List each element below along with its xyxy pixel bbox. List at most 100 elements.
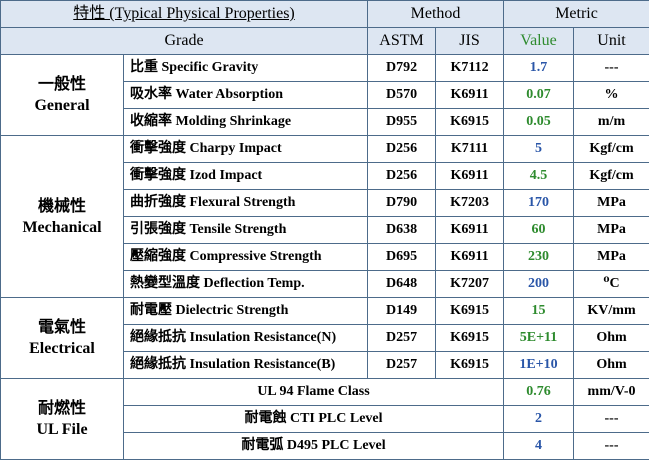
jis-code: K6911 xyxy=(435,162,505,190)
property-name: 衝擊強度 Izod Impact xyxy=(122,162,369,190)
jis-code: K7207 xyxy=(435,270,505,298)
table-row: 壓縮強度 Compressive Strength D695 K6911 230… xyxy=(1,243,649,271)
property-unit: Ohm xyxy=(573,351,649,379)
property-unit: KV/mm xyxy=(573,297,649,325)
property-name: 衝擊強度 Charpy Impact xyxy=(122,135,369,163)
method-header: Method xyxy=(367,0,505,28)
header-row-1: 特性 (Typical Physical Properties) Method … xyxy=(0,0,649,28)
ul-property-name: 耐電弧 D495 PLC Level xyxy=(122,432,505,460)
table-row: 一般性 General 比重 Specific Gravity D792 K71… xyxy=(0,54,649,136)
property-name: 耐電壓 Dielectric Strength xyxy=(122,297,369,325)
table-title-cell: 特性 (Typical Physical Properties) xyxy=(0,0,369,28)
property-name: 比重 Specific Gravity xyxy=(122,54,369,82)
astm-code: D570 xyxy=(367,81,437,109)
table-row: 絕緣抵抗 Insulation Resistance(B) D257 K6915… xyxy=(1,351,649,379)
property-name: 絕緣抵抗 Insulation Resistance(N) xyxy=(122,324,369,352)
jis-code: K7203 xyxy=(435,189,505,217)
group-general-zh: 一般性 xyxy=(37,76,86,93)
property-value: 0.07 xyxy=(503,81,575,109)
astm-code: D638 xyxy=(367,216,437,244)
astm-code: D256 xyxy=(367,162,437,190)
group-mechanical: 機械性 Mechanical xyxy=(0,135,124,298)
jis-code: K6911 xyxy=(435,243,505,271)
astm-code: D792 xyxy=(367,54,437,82)
property-value: 5 xyxy=(503,135,575,163)
table-row: 耐電蝕 CTI PLC Level 2 --- xyxy=(1,405,649,433)
astm-code: D257 xyxy=(367,351,437,379)
astm-code: D648 xyxy=(367,270,437,298)
property-value: 170 xyxy=(503,189,575,217)
property-name: 收縮率 Molding Shrinkage xyxy=(122,108,369,136)
property-unit: MPa xyxy=(573,243,649,271)
property-unit: ⁰C xyxy=(573,270,649,298)
table-row: 收縮率 Molding Shrinkage D955 K6915 0.05 m/… xyxy=(1,108,649,136)
table-row: 引張強度 Tensile Strength D638 K6911 60 MPa xyxy=(1,216,649,244)
property-name: 引張強度 Tensile Strength xyxy=(122,216,369,244)
property-unit: Kgf/cm xyxy=(573,162,649,190)
astm-code: D257 xyxy=(367,324,437,352)
header-row-2: Grade ASTM JIS Value Unit xyxy=(0,27,649,55)
table-row: 吸水率 Water Absorption D570 K6911 0.07 % xyxy=(1,81,649,109)
jis-code: K6915 xyxy=(435,108,505,136)
property-value: 1.7 xyxy=(503,54,575,82)
jis-code: K6911 xyxy=(435,216,505,244)
property-name: 吸水率 Water Absorption xyxy=(122,81,369,109)
ul-property-unit: mm/V-0 xyxy=(573,378,649,406)
jis-code: K6915 xyxy=(435,351,505,379)
jis-code: K6915 xyxy=(435,324,505,352)
jis-header: JIS xyxy=(435,27,505,55)
value-header: Value xyxy=(503,27,575,55)
group-general: 一般性 General xyxy=(0,54,124,136)
property-unit: Ohm xyxy=(573,324,649,352)
property-value: 15 xyxy=(503,297,575,325)
jis-code: K6911 xyxy=(435,81,505,109)
ul-property-name: UL 94 Flame Class xyxy=(122,378,505,406)
property-name: 壓縮強度 Compressive Strength xyxy=(122,243,369,271)
ul-property-name: 耐電蝕 CTI PLC Level xyxy=(122,405,505,433)
jis-code: K7111 xyxy=(435,135,505,163)
table-row: 耐燃性 UL File UL 94 Flame Class 0.76 mm/V-… xyxy=(0,378,649,460)
astm-code: D790 xyxy=(367,189,437,217)
table-row: 絕緣抵抗 Insulation Resistance(N) D257 K6915… xyxy=(1,324,649,352)
group-mechanical-zh: 機械性 xyxy=(37,197,86,215)
metric-header: Metric xyxy=(503,0,649,28)
group-general-en: General xyxy=(34,97,90,114)
ul-property-value: 0.76 xyxy=(503,378,575,406)
group-fire-en: UL File xyxy=(36,421,88,438)
property-unit: % xyxy=(573,81,649,109)
group-electrical-zh: 電氣性 xyxy=(37,319,86,336)
group-fire: 耐燃性 UL File xyxy=(0,378,124,460)
table-row: 衝擊強度 Izod Impact D256 K6911 4.5 Kgf/cm xyxy=(1,162,649,190)
property-value: 60 xyxy=(503,216,575,244)
property-unit: --- xyxy=(573,54,649,82)
table-row: 曲折強度 Flexural Strength D790 K7203 170 MP… xyxy=(1,189,649,217)
jis-code: K7112 xyxy=(435,54,505,82)
property-value: 1E+10 xyxy=(503,351,575,379)
group-fire-zh: 耐燃性 xyxy=(37,400,86,417)
property-unit: Kgf/cm xyxy=(573,135,649,163)
astm-code: D955 xyxy=(367,108,437,136)
property-value: 200 xyxy=(503,270,575,298)
property-name: 曲折強度 Flexural Strength xyxy=(122,189,369,217)
property-name: 絕緣抵抗 Insulation Resistance(B) xyxy=(122,351,369,379)
group-electrical-en: Electrical xyxy=(29,340,95,357)
property-name: 熱變型溫度 Deflection Temp. xyxy=(122,270,369,298)
astm-code: D149 xyxy=(367,297,437,325)
table-row: 機械性 Mechanical 衝擊強度 Charpy Impact D256 K… xyxy=(0,135,649,298)
ul-property-unit: --- xyxy=(573,432,649,460)
ul-property-value: 4 xyxy=(503,432,575,460)
property-value: 230 xyxy=(503,243,575,271)
grade-header: Grade xyxy=(0,27,369,55)
table-row: 耐電弧 D495 PLC Level 4 --- xyxy=(1,432,649,460)
table-row: 電氣性 Electrical 耐電壓 Dielectric Strength D… xyxy=(0,297,649,379)
astm-header: ASTM xyxy=(367,27,437,55)
group-electrical: 電氣性 Electrical xyxy=(0,297,124,379)
property-unit: m/m xyxy=(573,108,649,136)
table-title: 特性 (Typical Physical Properties) xyxy=(73,5,295,22)
astm-code: D695 xyxy=(367,243,437,271)
property-unit: MPa xyxy=(573,216,649,244)
group-mechanical-en: Mechanical xyxy=(22,218,102,236)
property-value: 4.5 xyxy=(503,162,575,190)
jis-code: K6915 xyxy=(435,297,505,325)
